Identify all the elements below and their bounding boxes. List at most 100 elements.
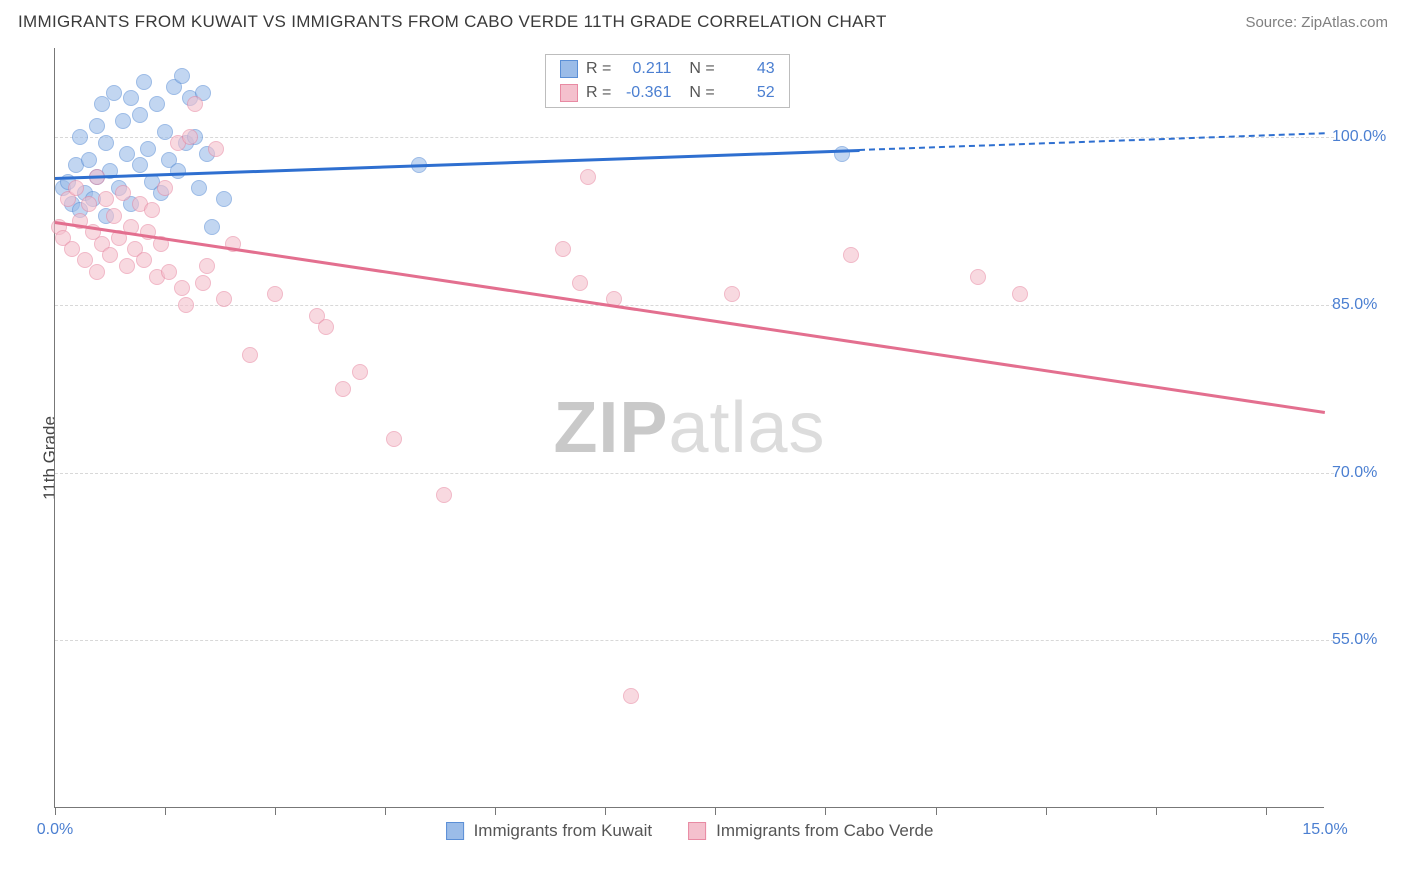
scatter-point [170,163,186,179]
legend-swatch [446,822,464,840]
scatter-point [970,269,986,285]
scatter-point [204,219,220,235]
scatter-point [89,264,105,280]
x-tick [605,807,606,815]
stats-row: R = -0.361 N = 52 [546,81,789,105]
x-tick [936,807,937,815]
scatter-point [89,118,105,134]
x-tick [1046,807,1047,815]
scatter-point [242,347,258,363]
scatter-point [178,297,194,313]
scatter-point [623,688,639,704]
scatter-point [161,264,177,280]
scatter-point [149,96,165,112]
scatter-point [72,129,88,145]
scatter-point [136,74,152,90]
stat-label-r: R = [586,84,611,102]
legend-item: Immigrants from Cabo Verde [688,821,933,841]
scatter-point [318,319,334,335]
scatter-point [436,487,452,503]
scatter-point [386,431,402,447]
scatter-point [140,141,156,157]
y-tick-label: 100.0% [1332,128,1396,146]
plot-area: ZIPatlas 55.0%70.0%85.0%100.0%0.0%15.0%R… [54,48,1324,808]
x-tick [1266,807,1267,815]
stats-row: R = 0.211 N = 43 [546,57,789,81]
legend-swatch [688,822,706,840]
y-tick-label: 55.0% [1332,631,1396,649]
chart-header: IMMIGRANTS FROM KUWAIT VS IMMIGRANTS FRO… [0,0,1406,38]
scatter-point [187,96,203,112]
scatter-point [157,180,173,196]
legend-label: Immigrants from Cabo Verde [716,821,933,841]
scatter-point [132,107,148,123]
scatter-point [267,286,283,302]
legend-label: Immigrants from Kuwait [474,821,653,841]
scatter-point [68,180,84,196]
scatter-point [98,191,114,207]
series-swatch [560,84,578,102]
series-swatch [560,60,578,78]
x-tick [385,807,386,815]
legend-item: Immigrants from Kuwait [446,821,653,841]
source-attribution: Source: ZipAtlas.com [1245,14,1388,31]
scatter-point [174,280,190,296]
scatter-point [216,191,232,207]
y-tick-label: 70.0% [1332,464,1396,482]
scatter-point [115,113,131,129]
stat-label-n: N = [689,60,714,78]
scatter-point [102,247,118,263]
scatter-point [98,135,114,151]
scatter-point [191,180,207,196]
scatter-point [182,129,198,145]
scatter-point [106,85,122,101]
scatter-point [195,275,211,291]
x-tick [1156,807,1157,815]
scatter-point [843,247,859,263]
x-tick [275,807,276,815]
scatter-point [352,364,368,380]
scatter-point [119,258,135,274]
legend: Immigrants from Kuwait Immigrants from Ca… [446,821,934,841]
stat-value-r: -0.361 [619,84,671,102]
x-tick [825,807,826,815]
scatter-point [81,196,97,212]
stats-box: R = 0.211 N = 43 R = -0.361 N = 52 [545,54,790,108]
scatter-point [199,258,215,274]
stat-value-n: 52 [723,84,775,102]
scatter-point [174,68,190,84]
scatter-point [1012,286,1028,302]
y-tick-label: 85.0% [1332,296,1396,314]
chart-container: 11th Grade ZIPatlas 55.0%70.0%85.0%100.0… [0,38,1406,878]
scatter-point [555,241,571,257]
x-tick [55,807,56,815]
scatter-point [580,169,596,185]
x-tick [715,807,716,815]
stat-label-r: R = [586,60,611,78]
watermark: ZIPatlas [553,387,825,469]
scatter-point [335,381,351,397]
scatter-point [724,286,740,302]
gridline-h [55,640,1334,641]
scatter-point [132,157,148,173]
scatter-point [216,291,232,307]
x-tick-label-left: 0.0% [37,821,73,839]
scatter-point [144,202,160,218]
scatter-point [572,275,588,291]
x-tick [165,807,166,815]
regression-line-extension [859,132,1325,151]
scatter-point [94,96,110,112]
gridline-h [55,305,1334,306]
stat-value-r: 0.211 [619,60,671,78]
scatter-point [136,252,152,268]
scatter-point [115,185,131,201]
stat-value-n: 43 [723,60,775,78]
scatter-point [81,152,97,168]
chart-title: IMMIGRANTS FROM KUWAIT VS IMMIGRANTS FRO… [18,12,887,32]
regression-line [55,221,1325,413]
scatter-point [106,208,122,224]
x-tick-label-right: 15.0% [1302,821,1347,839]
stat-label-n: N = [689,84,714,102]
scatter-point [208,141,224,157]
x-tick [495,807,496,815]
